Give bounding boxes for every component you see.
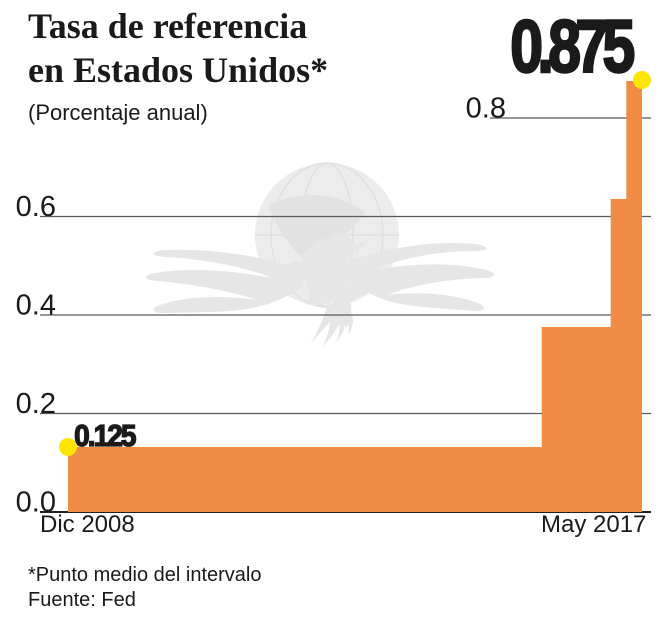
svg-text:May 2017: May 2017 bbox=[541, 511, 646, 538]
svg-text:0.4: 0.4 bbox=[16, 290, 56, 322]
svg-text:0.2: 0.2 bbox=[16, 388, 56, 420]
svg-text:0.6: 0.6 bbox=[16, 191, 56, 223]
svg-text:Dic 2008: Dic 2008 bbox=[40, 511, 135, 538]
svg-text:0.8: 0.8 bbox=[466, 93, 506, 125]
